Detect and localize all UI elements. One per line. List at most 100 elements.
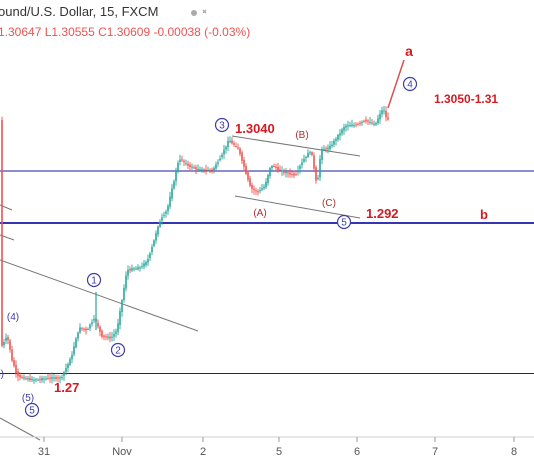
candle (233, 140, 235, 147)
candle-body (89, 324, 91, 329)
candle (279, 165, 281, 172)
candle (79, 323, 81, 334)
candle-body (225, 146, 227, 150)
wave-circle (110, 342, 126, 358)
candle (307, 149, 309, 159)
wave-number: 3 (219, 121, 225, 132)
candle (201, 166, 203, 173)
candle-body (159, 221, 161, 227)
x-tick-label: 6 (354, 446, 360, 458)
candle-body (237, 147, 239, 149)
candle (239, 147, 241, 157)
candle (271, 165, 273, 171)
candle-body (181, 159, 183, 161)
candle (61, 374, 63, 381)
candle-body (255, 190, 257, 192)
candle (77, 331, 79, 342)
x-tick-label: 5 (276, 446, 282, 458)
candle (25, 375, 27, 381)
candle (153, 239, 155, 248)
candle-body (215, 164, 217, 169)
candle-body (199, 169, 201, 171)
candle (341, 127, 343, 136)
candle-body (51, 377, 53, 379)
candle-body (257, 191, 259, 193)
candle (129, 266, 131, 274)
horizontal-levels (0, 170, 534, 375)
candle-body (129, 268, 131, 271)
candle-body (207, 169, 209, 171)
candle (89, 323, 91, 332)
candle-body (85, 328, 87, 331)
candle-body (197, 169, 199, 171)
candle (253, 185, 255, 195)
candle-body (33, 379, 35, 381)
close-icon[interactable] (202, 9, 207, 14)
annotation-label: a (405, 43, 413, 59)
candle (187, 160, 189, 170)
candle (329, 141, 331, 152)
candle-body (127, 269, 129, 276)
candle-body (177, 162, 179, 172)
wave-label: 4 (402, 76, 418, 92)
candle-body (107, 336, 109, 338)
candle-body (151, 246, 153, 253)
candle (43, 375, 45, 384)
candle-body (287, 172, 289, 174)
header-icons[interactable] (191, 9, 207, 16)
candle-body (39, 379, 41, 381)
candle (213, 166, 215, 174)
candle (139, 265, 141, 272)
candle (229, 136, 231, 144)
candle-body (41, 378, 43, 381)
candle (379, 109, 381, 124)
candle-body (339, 133, 341, 136)
candle-body (59, 377, 61, 379)
candle-body (117, 323, 119, 332)
candle (35, 377, 37, 383)
candle-body (133, 268, 135, 270)
candle-body (63, 372, 65, 376)
candle (367, 119, 369, 125)
wave-circle (336, 214, 352, 230)
candle (345, 123, 347, 132)
candle-body (317, 177, 319, 180)
candle (39, 375, 41, 383)
candle-body (61, 376, 63, 378)
candle (327, 144, 329, 154)
wave-number: 5 (341, 218, 347, 229)
wave-label: 2 (110, 342, 126, 358)
candle-body (305, 156, 307, 159)
candle (269, 166, 271, 179)
candle (249, 175, 251, 188)
candle (113, 329, 115, 342)
candle-body (91, 322, 93, 325)
candle (297, 165, 299, 176)
candle-body (191, 166, 193, 168)
x-tick-label: Nov (112, 446, 132, 458)
candle (159, 219, 161, 229)
candle-body (67, 364, 69, 368)
candle (83, 327, 85, 332)
candle-body (383, 110, 385, 112)
candle-body (311, 152, 313, 156)
candle (53, 373, 55, 382)
candle (287, 170, 289, 178)
candle (257, 189, 259, 196)
candle (191, 163, 193, 170)
wave-label: 5 (24, 402, 40, 418)
candle-body (109, 336, 111, 339)
candle (377, 114, 379, 125)
candle-body (115, 331, 117, 334)
candle-body (251, 184, 253, 189)
candle (195, 164, 197, 175)
wave-number: 2 (115, 346, 121, 357)
eye-icon[interactable] (191, 10, 197, 16)
candle (313, 152, 315, 172)
wave-circle (214, 117, 230, 133)
candle-body (359, 122, 361, 124)
candle-body (211, 169, 213, 171)
candle (31, 375, 33, 382)
candle-body (11, 349, 13, 361)
candle (73, 341, 75, 357)
